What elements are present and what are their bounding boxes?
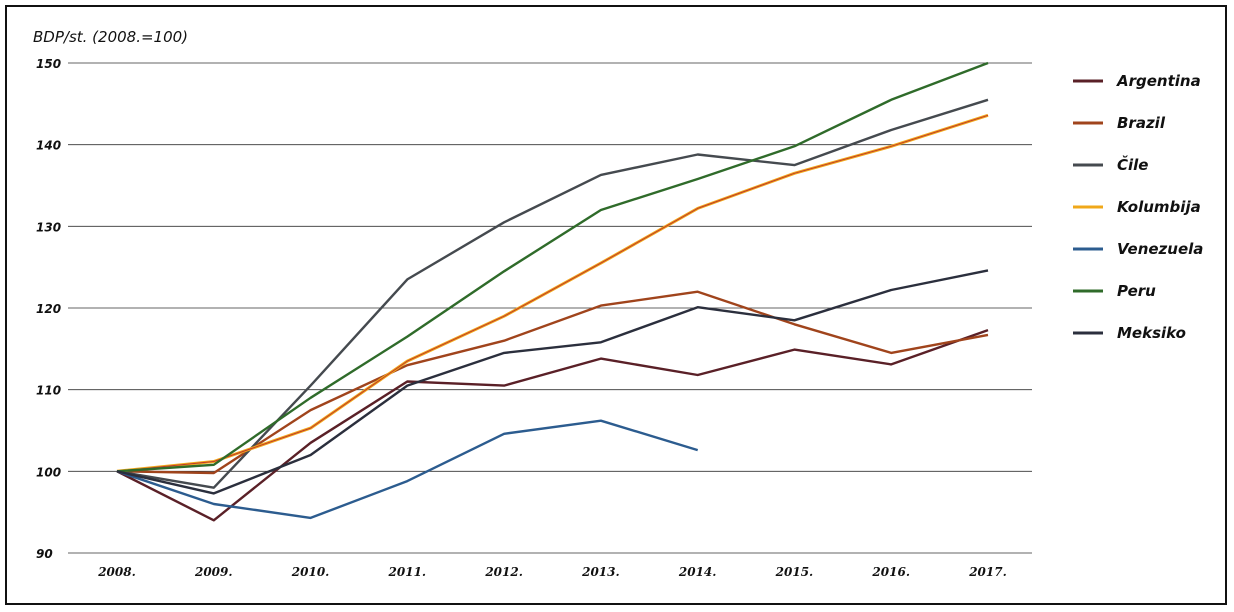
chart-frame [5, 5, 1227, 605]
series--ile-line [116, 98, 989, 489]
series-venezuela-line [116, 419, 699, 520]
y-tick-label: 100 [36, 465, 61, 479]
x-tick-label: 2014. [678, 565, 717, 579]
y-tick-label: 140 [36, 139, 61, 153]
legend-label: Kolumbija [1117, 198, 1201, 216]
x-tick-label: 2016. [871, 565, 910, 579]
x-tick-label: 2015. [775, 565, 814, 579]
legend-item: Argentina [1073, 72, 1201, 90]
legend-item: Brazil [1073, 114, 1166, 132]
legend-label: Peru [1117, 282, 1156, 300]
y-tick-label: 120 [36, 302, 61, 316]
x-tick-label: 2010. [291, 565, 330, 579]
series-kolumbija-line-core [116, 114, 989, 472]
y-tick-label: 130 [36, 220, 61, 234]
legend-item: Venezuela [1073, 240, 1203, 258]
x-axis-ticks: 2008. 2009. 2010. 2011. 2012. 2013. 2014. 2015.… [97, 565, 1007, 579]
grid-lines [68, 62, 1032, 554]
y-tick-label: 150 [36, 57, 61, 71]
legend-label: Brazil [1117, 114, 1166, 132]
series-peru-line [116, 61, 989, 473]
series-argentina-line [116, 328, 989, 522]
x-tick-label: 2012. [484, 565, 523, 579]
x-tick-label: 2017. [968, 565, 1007, 579]
y-tick-label: 110 [36, 384, 61, 398]
legend-item: Peru [1073, 282, 1156, 300]
legend-item: Meksiko [1073, 324, 1186, 342]
legend-item: Kolumbija [1073, 198, 1201, 216]
y-tick-label: 90 [36, 547, 53, 561]
legend-label: Čile [1117, 154, 1148, 174]
legend-label: Argentina [1116, 72, 1201, 90]
x-tick-label: 2013. [581, 565, 620, 579]
series-meksiko-line [116, 269, 989, 495]
series-kolumbija-line [116, 113, 989, 473]
x-tick-label: 2008. [97, 565, 136, 579]
series-lines [116, 61, 989, 522]
legend-label: Meksiko [1117, 324, 1186, 342]
x-tick-label: 2011. [388, 565, 427, 579]
y-axis-title: BDP/st. (2008.=100) [33, 28, 188, 46]
legend: Argentina Brazil Čile Kolumbija Venezuela Per… [1073, 72, 1203, 342]
series-brazil-line [116, 290, 989, 475]
legend-item: Čile [1073, 154, 1148, 174]
x-tick-label: 2009. [194, 565, 233, 579]
legend-label: Venezuela [1117, 240, 1203, 258]
y-axis-ticks: 90 100 110 120 130 140 150 [36, 57, 61, 561]
